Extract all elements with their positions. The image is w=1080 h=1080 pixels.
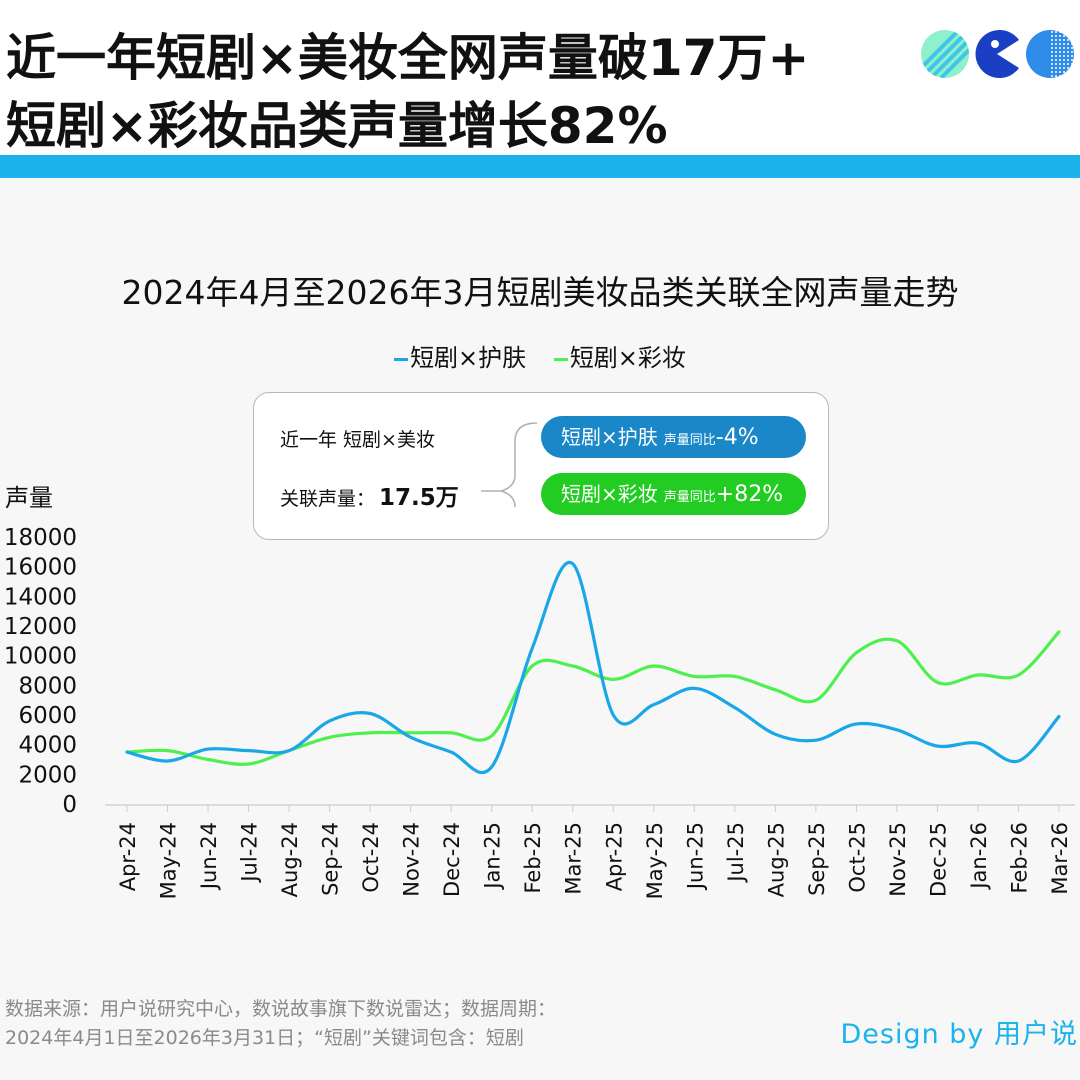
x-tick-label: Jul-25 bbox=[724, 822, 748, 884]
pill2-label: 短剧×彩妆 bbox=[561, 482, 658, 506]
legend-swatch-series2 bbox=[553, 357, 568, 361]
pill2-value: +82% bbox=[715, 482, 784, 507]
callout-line2: 关联声量： 17.5万 bbox=[280, 478, 459, 512]
y-tick-label: 0 bbox=[62, 792, 77, 818]
y-tick-label: 8000 bbox=[18, 673, 77, 699]
y-tick-label: 2000 bbox=[18, 762, 77, 788]
series-line-2 bbox=[125, 630, 1061, 766]
x-tick-label: Mar-26 bbox=[1048, 822, 1072, 895]
accent-bar bbox=[0, 155, 1080, 178]
x-tick-label: Sep-25 bbox=[805, 822, 829, 896]
header: 近一年短剧×美妆全网声量破17万+ 短剧×彩妆品类声量增长82% bbox=[0, 0, 1080, 155]
footnote-line1: 数据来源：用户说研究中心，数说故事旗下数说雷达；数据周期： bbox=[5, 998, 557, 1020]
x-tick-label: Jan-26 bbox=[967, 822, 991, 891]
y-tick-label: 4000 bbox=[18, 733, 77, 759]
striped-circle-icon bbox=[921, 30, 969, 78]
dotted-circle-icon bbox=[1026, 30, 1074, 78]
legend-label-series1: 短剧×护肤 bbox=[410, 344, 527, 372]
summary-callout: 近一年 短剧×美妆 关联声量： 17.5万 短剧×护肤 声量同比-4% 短剧×彩妆声… bbox=[253, 392, 829, 540]
pill1-value: -4% bbox=[715, 425, 759, 450]
x-tick-label: Aug-24 bbox=[278, 822, 302, 897]
series-line-1 bbox=[125, 560, 1061, 775]
pill2-sub: 声量同比 bbox=[663, 490, 716, 505]
x-tick-label: Dec-24 bbox=[440, 822, 464, 897]
legend-item-series1: 短剧×护肤 bbox=[394, 338, 526, 373]
x-tick-label: Feb-25 bbox=[521, 822, 545, 893]
footnote-line2: 2024年4月1日至2026年3月31日；“短剧”关键词包含：短剧 bbox=[5, 1027, 524, 1049]
x-tick-label: Oct-25 bbox=[845, 822, 869, 893]
pacman-icon bbox=[975, 30, 1019, 78]
x-tick-label: Nov-24 bbox=[400, 822, 424, 897]
x-tick-label: Feb-26 bbox=[1007, 822, 1031, 893]
x-tick-label: May-25 bbox=[643, 822, 667, 899]
pill1-sub: 声量同比 bbox=[663, 433, 716, 448]
x-tick-label: Dec-25 bbox=[926, 822, 950, 897]
skincare-yoy-pill: 短剧×护肤 声量同比-4% bbox=[541, 416, 806, 458]
callout-volume-label: 关联声量： bbox=[280, 488, 376, 510]
callout-line1: 近一年 短剧×美妆 bbox=[280, 429, 435, 451]
y-tick-label: 16000 bbox=[4, 555, 77, 581]
line-chart: 18000 16000 14000 12000 10000 8000 6000 4000 200… bbox=[4, 525, 1075, 899]
y-tick-label: 18000 bbox=[4, 525, 77, 551]
x-tick-label: Nov-25 bbox=[886, 822, 910, 897]
footnote: 数据来源：用户说研究中心，数说故事旗下数说雷达；数据周期： 2024年4月1日至… bbox=[5, 995, 556, 1053]
headline-line1: 近一年短剧×美妆全网声量破17万+ bbox=[6, 29, 810, 87]
callout-volume-value: 17.5万 bbox=[379, 485, 459, 511]
headline-line2: 短剧×彩妆品类声量增长82% bbox=[6, 97, 668, 155]
x-tick-label: Jun-24 bbox=[197, 822, 221, 891]
x-tick-label: Jul-24 bbox=[238, 822, 262, 884]
legend-swatch-series1 bbox=[394, 357, 409, 361]
x-tick-label: Apr-25 bbox=[602, 822, 626, 891]
x-tick-label: May-24 bbox=[157, 822, 181, 899]
x-tick-label: Jan-25 bbox=[481, 822, 505, 891]
x-tick-label: Jun-25 bbox=[683, 822, 707, 891]
chart-legend: 短剧×护肤 短剧×彩妆 bbox=[0, 338, 1080, 373]
legend-label-series2: 短剧×彩妆 bbox=[569, 344, 686, 372]
y-tick-label: 6000 bbox=[18, 703, 77, 729]
brace-connector bbox=[481, 422, 538, 508]
x-tick-label: Oct-24 bbox=[359, 822, 383, 893]
pill1-label: 短剧×护肤 bbox=[561, 425, 658, 449]
makeup-yoy-pill: 短剧×彩妆 声量同比+82% bbox=[541, 473, 806, 515]
chart-title: 2024年4月至2026年3月短剧美妆品类关联全网声量走势 bbox=[121, 273, 959, 312]
y-tick-label: 10000 bbox=[4, 644, 77, 670]
x-tick-label: Aug-25 bbox=[764, 822, 788, 897]
legend-item-series2: 短剧×彩妆 bbox=[553, 338, 686, 373]
y-axis-label: 声量 bbox=[5, 484, 53, 512]
x-tick-label: Apr-24 bbox=[116, 822, 140, 891]
y-tick-label: 12000 bbox=[4, 614, 77, 640]
x-tick-label: Sep-24 bbox=[319, 822, 343, 896]
y-tick-label: 14000 bbox=[4, 584, 77, 610]
credit: Design by 用户说 bbox=[840, 1019, 1078, 1050]
x-tick-label: Mar-25 bbox=[562, 822, 586, 895]
